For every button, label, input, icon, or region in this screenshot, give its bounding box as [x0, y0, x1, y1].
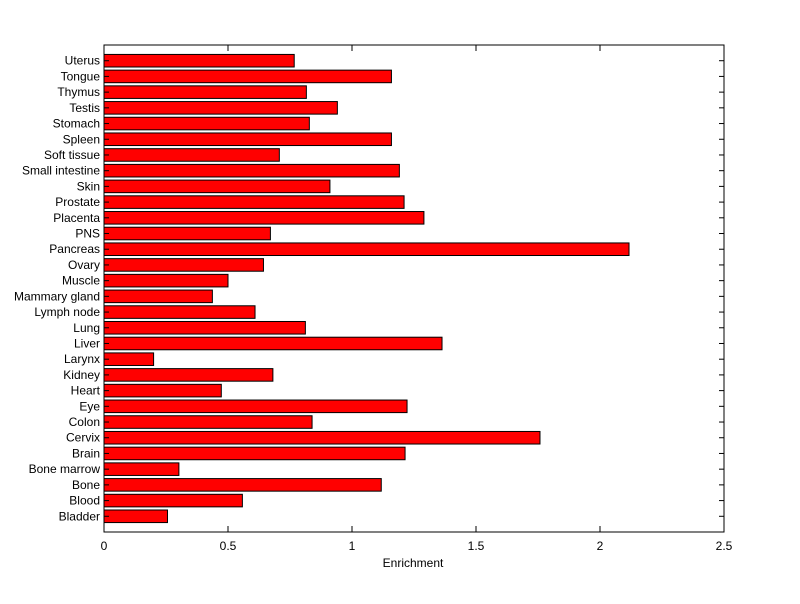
- bar-bladder: [103, 509, 168, 524]
- bar-thymus: [103, 85, 307, 99]
- bar-small-intestine: [103, 163, 400, 178]
- x-tick-label: 0: [101, 539, 108, 553]
- bar-soft-tissue: [103, 148, 280, 162]
- bar-testis: [103, 101, 338, 115]
- bar-mammary-gland: [103, 289, 213, 304]
- y-tick-label: Small intestine: [22, 164, 100, 178]
- bar-uterus: [103, 53, 295, 68]
- bar-skin: [103, 179, 331, 194]
- bar-brain: [103, 446, 406, 461]
- bar-colon: [103, 415, 313, 429]
- bar-blood: [103, 493, 243, 508]
- bar-bone-marrow: [103, 462, 180, 476]
- plot-frame: [103, 44, 725, 533]
- x-tick-label: 0.5: [220, 539, 237, 553]
- x-tick-label: 2.5: [716, 539, 733, 553]
- y-tick-label: Heart: [71, 384, 101, 398]
- y-tick-label: Brain: [72, 446, 100, 460]
- y-tick-label: Cervix: [66, 431, 100, 445]
- x-tick-label: 1.5: [468, 539, 485, 553]
- bar-heart: [103, 383, 222, 398]
- bar-tongue: [103, 69, 392, 84]
- y-tick-label: Pancreas: [49, 242, 100, 256]
- bar-bone: [103, 478, 382, 492]
- bar-eye: [103, 399, 408, 414]
- y-tick-label: Kidney: [63, 368, 100, 382]
- y-tick-label: Larynx: [64, 352, 100, 366]
- x-tick-label: 1: [349, 539, 356, 553]
- bar-pancreas: [103, 242, 630, 257]
- bar-placenta: [103, 211, 425, 225]
- bar-ovary: [103, 258, 264, 272]
- y-tick-label: Uterus: [65, 54, 100, 68]
- y-tick-label: Mammary gland: [14, 289, 100, 303]
- y-tick-label: Blood: [69, 494, 100, 508]
- y-tick-label: Liver: [74, 336, 100, 350]
- y-tick-label: Soft tissue: [44, 148, 100, 162]
- y-tick-label: Prostate: [55, 195, 100, 209]
- x-tick-label: 2: [597, 539, 604, 553]
- y-tick-label: Bone: [72, 478, 100, 492]
- bar-lymph-node: [103, 305, 256, 319]
- y-tick-label: Tongue: [61, 69, 101, 83]
- y-tick-label: Colon: [69, 415, 100, 429]
- y-tick-label: Skin: [77, 179, 100, 193]
- bar-kidney: [103, 368, 274, 382]
- y-tick-label: Ovary: [68, 258, 100, 272]
- y-tick-label: Bladder: [59, 509, 100, 523]
- bar-liver: [103, 336, 443, 351]
- bar-muscle: [103, 273, 229, 288]
- y-tick-label: Spleen: [63, 132, 100, 146]
- bar-pns: [103, 226, 271, 241]
- y-tick-label: Eye: [79, 399, 100, 413]
- x-axis-label: Enrichment: [383, 556, 444, 570]
- y-tick-label: Muscle: [62, 274, 100, 288]
- bar-spleen: [103, 132, 392, 147]
- y-tick-label: Bone marrow: [29, 462, 101, 476]
- y-tick-label: Placenta: [53, 211, 100, 225]
- bar-prostate: [103, 195, 405, 209]
- bar-stomach: [103, 116, 310, 131]
- y-tick-label: Stomach: [53, 117, 100, 131]
- y-tick-label: Lymph node: [34, 305, 100, 319]
- bar-cervix: [103, 430, 541, 445]
- y-tick-label: Lung: [73, 321, 100, 335]
- bar-larynx: [103, 352, 155, 366]
- y-tick-label: PNS: [75, 227, 100, 241]
- bar-lung: [103, 320, 306, 335]
- y-tick-label: Testis: [69, 101, 100, 115]
- y-tick-label: Thymus: [57, 85, 100, 99]
